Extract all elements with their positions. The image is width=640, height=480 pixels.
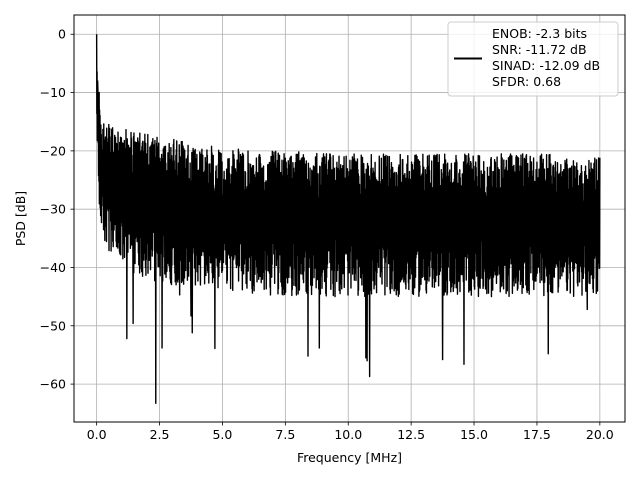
- x-axis-title: Frequency [MHz]: [297, 450, 402, 465]
- y-tick-label: −60: [40, 377, 66, 392]
- x-axis-ticks: 0.0 2.5 5.0 7.5 10.0 12.5 15.0 17.5 20.0: [87, 422, 614, 442]
- psd-line: [95, 34, 601, 405]
- y-tick-label: −30: [40, 202, 66, 217]
- x-tick-label: 15.0: [460, 427, 488, 442]
- x-tick-label: 7.5: [275, 427, 295, 442]
- legend-box: [447, 21, 619, 97]
- y-tick-label: 0: [58, 27, 66, 42]
- x-tick-label: 12.5: [397, 427, 425, 442]
- legend-entry-line: SFDR: 0.68: [492, 74, 561, 89]
- y-tick-label: −50: [40, 318, 66, 333]
- y-tick-label: −10: [40, 85, 66, 100]
- x-tick-label: 20.0: [586, 427, 614, 442]
- x-tick-label: 0.0: [87, 427, 107, 442]
- y-axis-title: PSD [dB]: [13, 191, 28, 246]
- y-axis-ticks: 0 −10 −20 −30 −40 −50 −60: [40, 27, 74, 392]
- legend-entry-line: SNR: -11.72 dB: [492, 42, 587, 57]
- psd-series: [95, 34, 601, 405]
- plot-frame: [73, 14, 626, 423]
- legend: ENOB: -2.3 bits SNR: -11.72 dB SINAD: -1…: [447, 21, 619, 97]
- x-tick-label: 2.5: [150, 427, 170, 442]
- y-tick-label: −40: [40, 260, 66, 275]
- legend-entry-line: ENOB: -2.3 bits: [492, 26, 587, 41]
- x-tick-label: 10.0: [334, 427, 362, 442]
- legend-entry-line: SINAD: -12.09 dB: [492, 58, 600, 73]
- y-tick-label: −20: [40, 143, 66, 158]
- x-tick-label: 5.0: [212, 427, 232, 442]
- x-tick-label: 17.5: [523, 427, 551, 442]
